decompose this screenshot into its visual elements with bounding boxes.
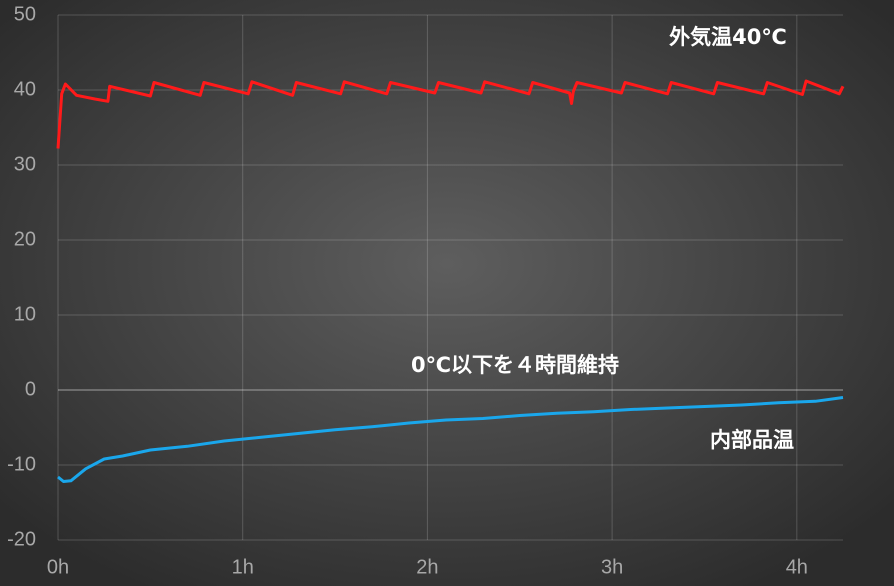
- y-tick-label: 10: [14, 303, 36, 325]
- series-line: [56, 79, 845, 149]
- y-tick-label: -10: [7, 453, 36, 475]
- y-tick-label: -20: [7, 528, 36, 550]
- y-tick-label: 50: [14, 3, 36, 25]
- x-tick-label: 1h: [232, 556, 254, 578]
- series-label: 外気温40℃: [669, 25, 787, 49]
- x-tick-label: 3h: [601, 556, 623, 578]
- x-tick-label: 0h: [47, 556, 69, 578]
- y-tick-label: 0: [25, 378, 36, 400]
- x-tick-label: 4h: [786, 556, 808, 578]
- x-tick-label: 2h: [416, 556, 438, 578]
- y-tick-label: 40: [14, 78, 36, 100]
- y-tick-label: 30: [14, 153, 36, 175]
- annotation: 0℃以下を４時間維持: [411, 353, 619, 377]
- series-label: 内部品温: [710, 428, 794, 452]
- series-line: [57, 396, 844, 483]
- y-tick-label: 20: [14, 228, 36, 250]
